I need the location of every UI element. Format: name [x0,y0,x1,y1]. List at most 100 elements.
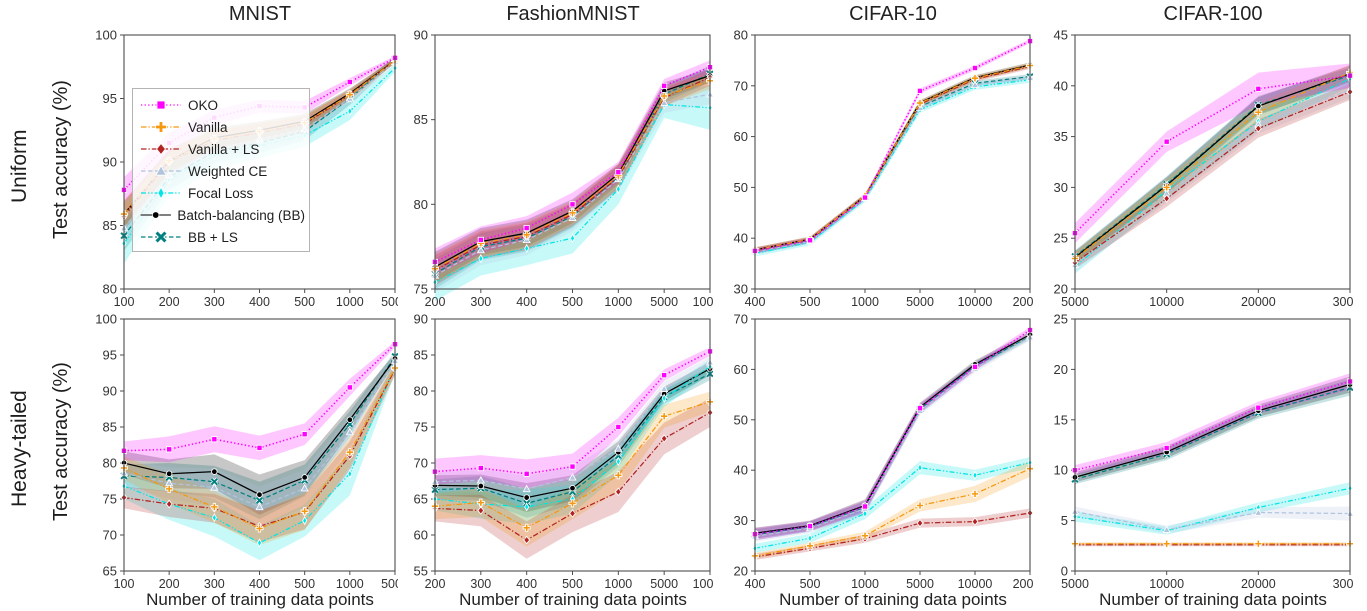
chart-svg: 203040506070400500100050001000020000 [734,312,1048,592]
marker-square [301,431,308,438]
marker-square [971,363,979,370]
x-tick-label: 5000 [381,295,398,309]
marker-triangle [970,80,980,88]
x-tick-label: 500 [800,295,821,309]
y-tick-label: 95 [103,348,117,363]
plot-border [123,318,396,572]
y-tick-label: 20 [1054,282,1068,297]
x-tick-label: 400 [249,295,270,309]
confidence-band [755,75,1030,255]
marker-triangle [476,245,485,254]
marker-circle [1255,102,1262,110]
y-tick-label: 65 [414,492,428,507]
marker-circle [165,470,173,478]
series-line [1074,91,1351,264]
y-axis-label-top: Test accuracy (%) [50,80,72,239]
legend-entry: Vanilla + LS [139,138,305,160]
y-axis-label-bottom: Test accuracy (%) [50,362,72,521]
x-tick-label: 10000 [693,295,713,309]
y-tick-label: 100 [95,30,117,43]
confidence-band [124,353,395,515]
y-tick-label: 15 [1054,412,1068,427]
marker-plus [522,523,531,532]
marker-square [1163,444,1170,452]
y-tick-label: 70 [734,78,748,93]
confidence-band [755,333,1030,541]
marker-plus [165,484,174,493]
marker-circle [477,482,485,490]
x-tick-label: 1000 [604,577,632,591]
x-tick-label: 1000 [604,295,632,309]
marker-thin-diamond [157,186,165,200]
marker-plus [255,524,264,533]
legend-entry: BB + LS [139,226,305,248]
confidence-band [124,359,395,561]
legend-label: Vanilla + LS [188,141,260,157]
y-tick-label: 90 [103,155,117,170]
confidence-band [435,347,710,489]
x-tick-label: 5000 [650,295,678,309]
series-line [1074,89,1351,266]
marker-triangle [660,98,669,106]
confidence-band [755,508,1030,560]
series-line [1074,75,1351,257]
marker-thin-diamond [256,538,263,548]
marker-plus [971,74,979,83]
marker-plus [916,501,924,510]
marker-plus [971,489,979,498]
confidence-band [755,62,1030,253]
marker-diamond [165,499,173,509]
y-tick-label: 75 [414,420,428,435]
x-tick-label: 300 [470,577,491,591]
confidence-band [124,354,395,528]
legend-entry: Vanilla [139,116,305,138]
marker-plus [155,121,167,133]
marker-plus [861,531,869,540]
plot-border [434,34,711,290]
y-tick-label: 80 [414,384,428,399]
marker-triangle [255,502,264,511]
x-tick-label: 5000 [1061,295,1089,309]
confidence-band [435,68,710,286]
y-tick-label: 75 [414,282,428,297]
confidence-band [435,65,710,289]
x-tick-label: 500 [800,577,821,591]
marker-square [916,87,924,94]
confidence-band [124,351,395,520]
x-tick-label: 500 [562,577,583,591]
x-tick-label: 400 [516,295,537,309]
chart-cifar10-heavytailed: 203040506070400500100050001000020000 [717,312,1048,599]
series-line [1074,380,1351,471]
marker-square [861,503,869,510]
marker-triangle [476,476,485,484]
chart-fashionmnist-uniform: 75 80 85 90 200 300 400 500 1000 5000 10000 [397,28,728,317]
y-tick-label: 25 [1054,314,1068,327]
chart-cifar100-uniform: 20 25 30 35 40 45 5000 10000 20000 30000 [1037,28,1367,317]
series-line [1074,383,1351,478]
series-line [754,336,1031,537]
y-tick-label: 50 [734,412,748,427]
marker-circle [569,484,576,492]
marker-x [210,478,218,486]
marker-circle [211,468,218,475]
series-line [754,329,1031,535]
chart-svg: 30 40 50 60 70 80 400 500 1000 5000 10000 20000 [734,28,1048,310]
marker-plus [1162,539,1171,548]
marker-square [477,464,484,472]
marker-plus [660,412,669,421]
series-line [1074,510,1351,531]
marker-diamond [916,518,924,528]
y-tick-label: 80 [103,282,117,297]
y-tick-label: 90 [103,384,117,399]
x-tick-label: 10000 [1149,295,1184,309]
series-line [754,468,1031,557]
marker-thin-diamond [972,470,978,480]
marker-diamond [523,535,531,545]
confidence-band [755,333,1030,542]
marker-diamond [477,506,485,515]
series-line [754,76,1031,253]
y-tick-label: 60 [734,362,748,377]
marker-plus [1254,108,1263,117]
marker-triangle [300,483,309,492]
